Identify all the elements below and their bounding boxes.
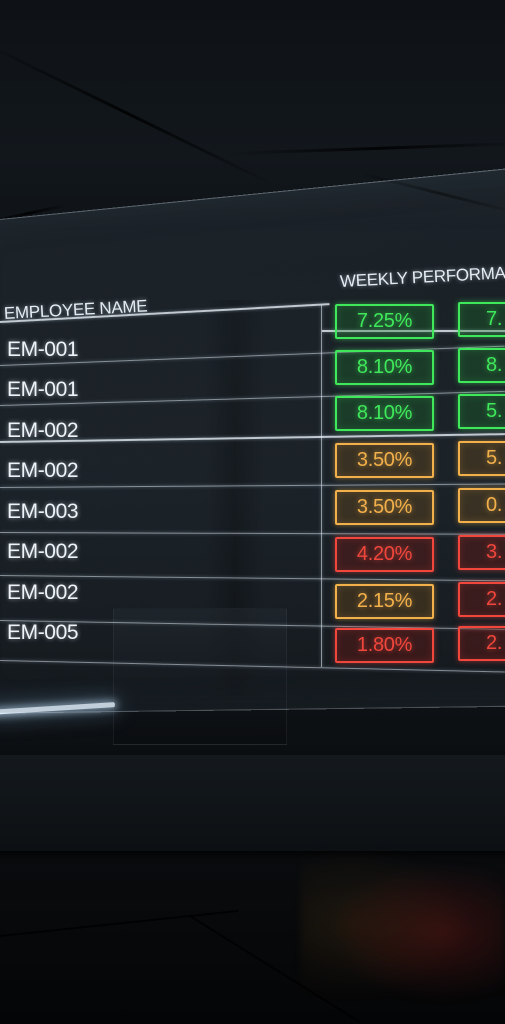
employee-name-cell: EM-005	[7, 621, 78, 645]
employee-name-cell: EM-003	[7, 500, 78, 524]
performance-value-badge: 2.15%	[335, 584, 434, 619]
next-week-value-badge: 7.	[458, 302, 505, 337]
next-week-value-badge: 8.	[458, 348, 505, 383]
next-week-value-badge: 0.	[458, 488, 505, 523]
next-week-value-badge: 3.	[458, 535, 505, 570]
next-week-value-badge: 2.	[458, 626, 505, 661]
employee-name-cell: EM-002	[7, 459, 78, 483]
performance-value-badge: 1.80%	[335, 628, 434, 663]
row-divider	[0, 532, 505, 535]
column-divider	[321, 305, 322, 667]
performance-value-badge: 3.50%	[335, 443, 434, 478]
performance-value-badge: 8.10%	[335, 350, 434, 385]
performance-value-badge: 3.50%	[335, 490, 434, 525]
performance-value-badge: 4.20%	[335, 537, 434, 572]
next-week-value-badge: 5.	[458, 394, 505, 429]
row-divider	[0, 483, 505, 488]
employee-name-cell: EM-001	[7, 378, 78, 402]
performance-value-badge: 7.25%	[335, 304, 434, 339]
employee-name-cell: EM-002	[7, 581, 78, 605]
weekly-performance-header: WEEKLY PERFORMA	[339, 263, 505, 292]
next-week-value-badge: 2.	[458, 582, 505, 617]
next-week-value-badge: 5.	[458, 441, 505, 476]
employee-name-cell: EM-002	[7, 540, 78, 564]
employee-name-cell: EM-001	[7, 338, 78, 362]
performance-value-badge: 8.10%	[335, 396, 434, 431]
